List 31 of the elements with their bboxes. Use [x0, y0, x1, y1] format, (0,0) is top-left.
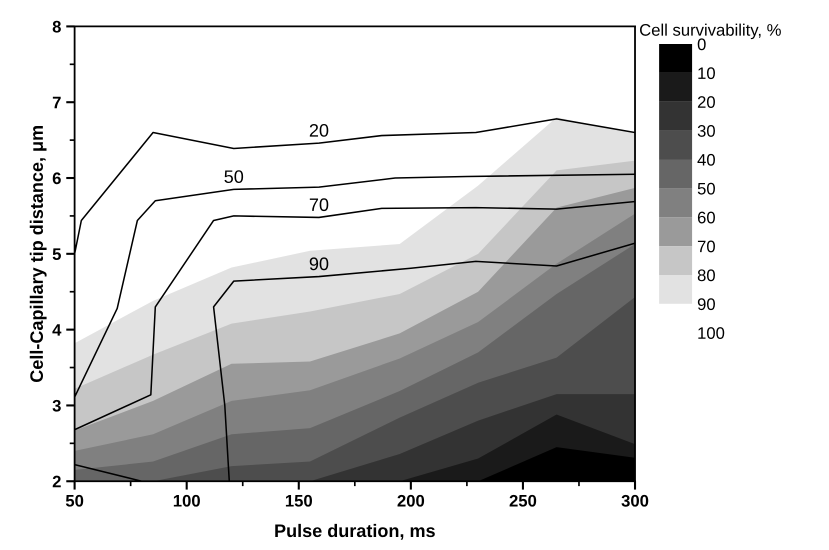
color-bar-label: 10 [698, 67, 715, 80]
color-bar-label: 100 [698, 327, 724, 339]
series-label: 70 [310, 198, 328, 212]
x-tick-label: 50 [66, 494, 84, 507]
series-label: 20 [310, 124, 328, 137]
y-tick-label: 3 [52, 400, 61, 412]
y-tick-label: 2 [52, 476, 61, 488]
y-tick-label: 4 [52, 324, 62, 336]
color-bar-label: 60 [698, 212, 715, 224]
color-bar-label: 70 [698, 240, 715, 252]
y-axis-title: Cell-Capillary tip distance, μm [30, 126, 47, 382]
color-bar-label: 0 [698, 38, 706, 50]
y-tick-label: 5 [52, 248, 61, 260]
y-tick-label: 7 [52, 96, 61, 108]
color-bar-label: 30 [698, 125, 715, 137]
x-tick-label: 300 [621, 494, 648, 507]
x-tick-label: 150 [286, 494, 312, 507]
color-bar-label: 40 [697, 154, 715, 166]
color-bar-label: 90 [698, 298, 715, 310]
color-bar-title: Cell survivability, % [640, 24, 781, 40]
x-tick-label: 250 [510, 494, 536, 507]
x-tick-label: 100 [174, 494, 200, 507]
color-bar-label: 50 [698, 182, 715, 195]
x-axis-title: Pulse duration, ms [275, 524, 435, 540]
y-tick-label: 8 [52, 20, 61, 33]
series-label: 50 [224, 170, 244, 184]
x-tick-label: 200 [398, 494, 424, 507]
y-tick-label: 6 [52, 172, 61, 184]
color-bar-label: 80 [698, 269, 715, 282]
color-bar-label: 20 [698, 96, 715, 108]
series-label: 90 [310, 257, 328, 270]
